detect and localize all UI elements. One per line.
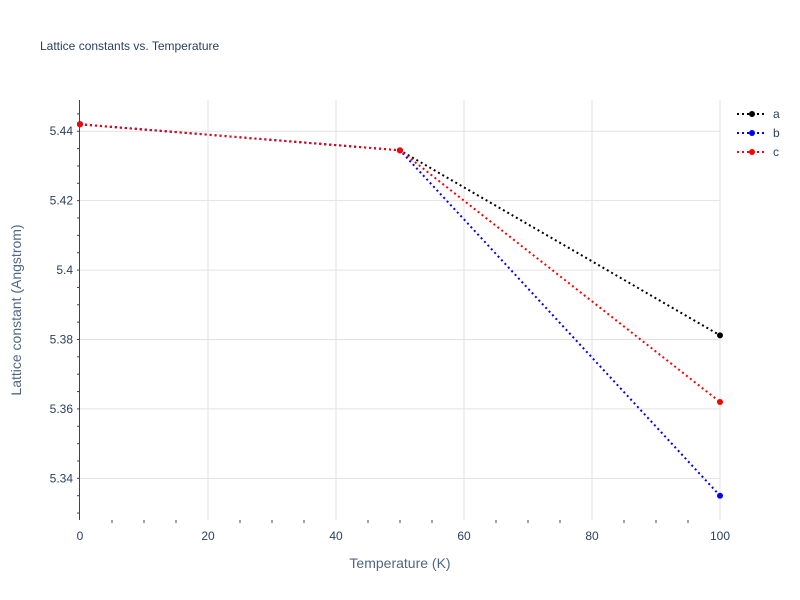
series-line-b — [79, 123, 721, 497]
y-ticks: 5.34 5.36 5.38 5.4 5.42 5.44 — [50, 113, 80, 514]
x-tick-label: 80 — [585, 529, 599, 543]
x-tick-label: 0 — [77, 529, 84, 543]
legend-item-a[interactable]: a — [737, 107, 780, 121]
series-c — [77, 121, 723, 405]
series-a — [77, 121, 723, 339]
grid — [80, 100, 721, 520]
series-line-c — [79, 123, 721, 403]
legend-swatch-marker — [749, 149, 755, 155]
legend-label: c — [773, 145, 779, 159]
x-ticks: 0 20 40 60 80 100 — [77, 520, 730, 543]
x-axis-title: Temperature (K) — [349, 555, 450, 571]
y-tick-label: 5.38 — [50, 333, 74, 347]
legend-item-c[interactable]: c — [737, 145, 779, 159]
legend-swatch-marker — [749, 130, 755, 136]
data-point-c[interactable] — [77, 121, 83, 128]
y-tick-label: 5.4 — [56, 263, 73, 277]
y-axis-title: Lattice constant (Angstrom) — [8, 224, 24, 395]
x-tick-label: 40 — [329, 529, 343, 543]
legend-item-b[interactable]: b — [737, 126, 780, 140]
data-point-c[interactable] — [717, 398, 723, 405]
legend-swatch-marker — [749, 111, 755, 117]
data-point-c[interactable] — [397, 147, 403, 154]
series-b — [77, 121, 723, 499]
data-point-b[interactable] — [717, 492, 723, 499]
x-tick-label: 20 — [201, 529, 215, 543]
data-point-a[interactable] — [717, 332, 723, 339]
legend-label: a — [773, 107, 780, 121]
legend-label: b — [773, 126, 780, 140]
chart-title: Lattice constants vs. Temperature — [40, 39, 220, 53]
y-tick-label: 5.42 — [50, 194, 74, 208]
y-tick-label: 5.44 — [50, 124, 74, 138]
x-tick-label: 100 — [710, 529, 730, 543]
x-tick-label: 60 — [457, 529, 471, 543]
legend[interactable]: abc — [737, 107, 780, 159]
series-line-a — [79, 123, 721, 337]
y-tick-label: 5.36 — [50, 402, 74, 416]
series-group — [77, 121, 723, 499]
y-tick-label: 5.34 — [50, 471, 74, 485]
